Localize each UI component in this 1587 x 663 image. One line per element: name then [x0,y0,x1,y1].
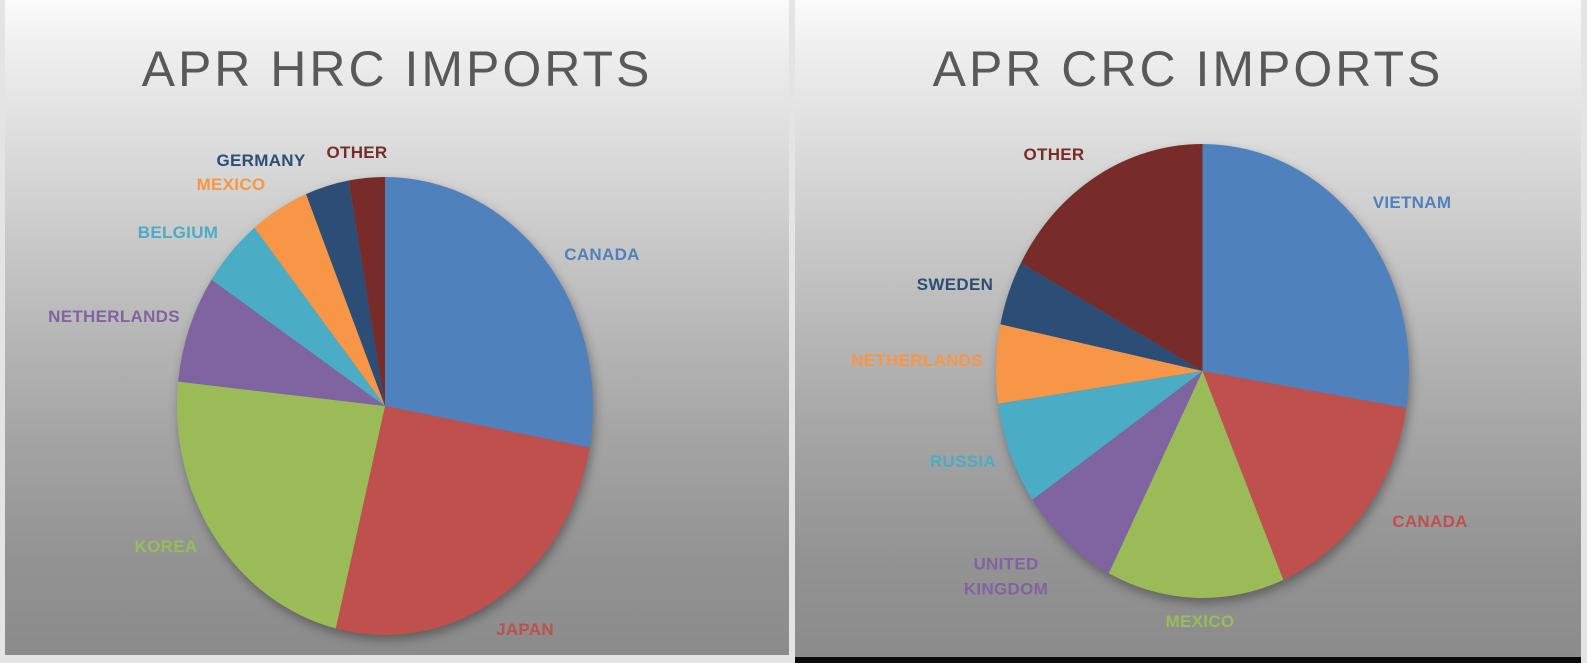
pie-slice-netherlands [178,279,385,406]
slice-label-canada-crc: CANADA [1392,512,1468,531]
pie-slice-canada [385,177,593,448]
slide-crc-imports: APR CRC IMPORTS VIETNAM CANADA MEXICO UN… [795,0,1581,657]
slice-label-mexico-crc: MEXICO [1165,612,1235,631]
bottom-black-bar [795,657,1581,663]
slice-label-netherlands-hrc: NETHERLANDS [48,307,180,326]
pie-slice-sweden [1000,262,1203,371]
pie-chart-crc [996,144,1409,598]
pie-slice-other [348,177,385,406]
pie-slice-mexico [254,194,385,406]
pie-slice-germany [306,180,385,406]
slice-label-vietnam: VIETNAM [1372,193,1452,212]
slice-label-canada-hrc: CANADA [564,245,640,264]
pie-slice-vietnam [1202,144,1409,408]
slice-label-united-kingdom: UNITED KINGDOM [963,554,1049,598]
pie-svg-hrc [177,177,593,635]
chart-title-hrc: APR HRC IMPORTS [141,41,653,97]
slice-label-sweden: SWEDEN [916,275,994,294]
chart-title-crc: APR CRC IMPORTS [932,41,1444,97]
pie-slice-canada [1202,371,1407,580]
pie-svg-crc [996,144,1409,598]
pie-slice-japan [335,406,590,635]
pie-slice-korea [177,381,385,629]
pie-slice-united-kingdom [1032,371,1203,574]
slice-label-belgium: BELGIUM [137,223,219,242]
slice-label-netherlands-crc: NETHERLANDS [851,351,983,370]
slice-label-russia: RUSSIA [929,452,997,471]
slice-label-mexico-hrc: MEXICO [196,175,266,194]
pie-slice-netherlands [996,324,1203,404]
pie-slice-russia [998,371,1203,500]
pie-slice-other [1020,144,1203,371]
pie-chart-hrc [177,177,593,635]
slice-label-other-crc: OTHER [1023,145,1085,164]
slice-label-other-hrc: OTHER [326,143,388,162]
slice-label-korea: KOREA [134,537,198,556]
pie-slice-mexico [1108,371,1284,598]
slide-hrc-imports: APR HRC IMPORTS CANADA JAPAN KOREA NETHE… [5,0,789,655]
slice-label-germany: GERMANY [216,151,306,170]
pie-slice-belgium [211,227,385,406]
slice-label-japan: JAPAN [496,620,554,639]
